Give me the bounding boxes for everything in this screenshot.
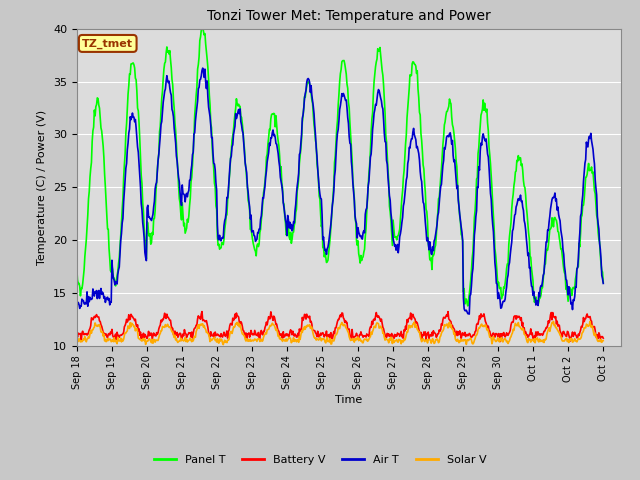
Battery V bbox=[190, 326, 198, 332]
Air T bbox=[73, 300, 81, 306]
Line: Solar V: Solar V bbox=[77, 322, 604, 345]
Legend: Panel T, Battery V, Air T, Solar V: Panel T, Battery V, Air T, Solar V bbox=[149, 451, 491, 469]
Solar V bbox=[73, 339, 81, 345]
Battery V bbox=[496, 339, 504, 345]
Solar V bbox=[137, 336, 145, 342]
Battery V bbox=[137, 329, 145, 335]
Panel T bbox=[83, 237, 90, 242]
Panel T bbox=[190, 134, 198, 140]
Air T bbox=[137, 184, 145, 190]
Solar V bbox=[220, 342, 227, 348]
Air T bbox=[83, 301, 90, 307]
Solar V bbox=[420, 337, 428, 343]
Air T bbox=[190, 131, 198, 137]
Battery V bbox=[198, 309, 206, 314]
Air T bbox=[420, 201, 428, 207]
Panel T bbox=[404, 95, 412, 101]
Text: TZ_tmet: TZ_tmet bbox=[82, 38, 133, 48]
Panel T bbox=[73, 266, 81, 272]
X-axis label: Time: Time bbox=[335, 395, 362, 405]
Air T bbox=[404, 157, 412, 163]
Solar V bbox=[586, 319, 594, 324]
Panel T bbox=[420, 166, 428, 172]
Battery V bbox=[73, 332, 81, 337]
Y-axis label: Temperature (C) / Power (V): Temperature (C) / Power (V) bbox=[37, 109, 47, 265]
Solar V bbox=[190, 335, 198, 341]
Air T bbox=[465, 311, 473, 317]
Panel T bbox=[464, 303, 472, 309]
Solar V bbox=[218, 337, 226, 343]
Panel T bbox=[199, 23, 207, 29]
Title: Tonzi Tower Met: Temperature and Power: Tonzi Tower Met: Temperature and Power bbox=[207, 10, 491, 24]
Battery V bbox=[420, 329, 428, 335]
Panel T bbox=[219, 240, 227, 246]
Battery V bbox=[83, 331, 90, 336]
Line: Panel T: Panel T bbox=[77, 26, 604, 306]
Air T bbox=[219, 235, 227, 240]
Air T bbox=[600, 280, 607, 286]
Solar V bbox=[600, 338, 607, 344]
Solar V bbox=[83, 339, 90, 345]
Air T bbox=[199, 65, 207, 71]
Panel T bbox=[600, 279, 607, 285]
Battery V bbox=[404, 316, 412, 322]
Panel T bbox=[137, 155, 145, 161]
Solar V bbox=[404, 324, 412, 330]
Battery V bbox=[600, 336, 607, 341]
Line: Battery V: Battery V bbox=[77, 312, 604, 342]
Battery V bbox=[219, 334, 227, 340]
Line: Air T: Air T bbox=[77, 68, 604, 314]
